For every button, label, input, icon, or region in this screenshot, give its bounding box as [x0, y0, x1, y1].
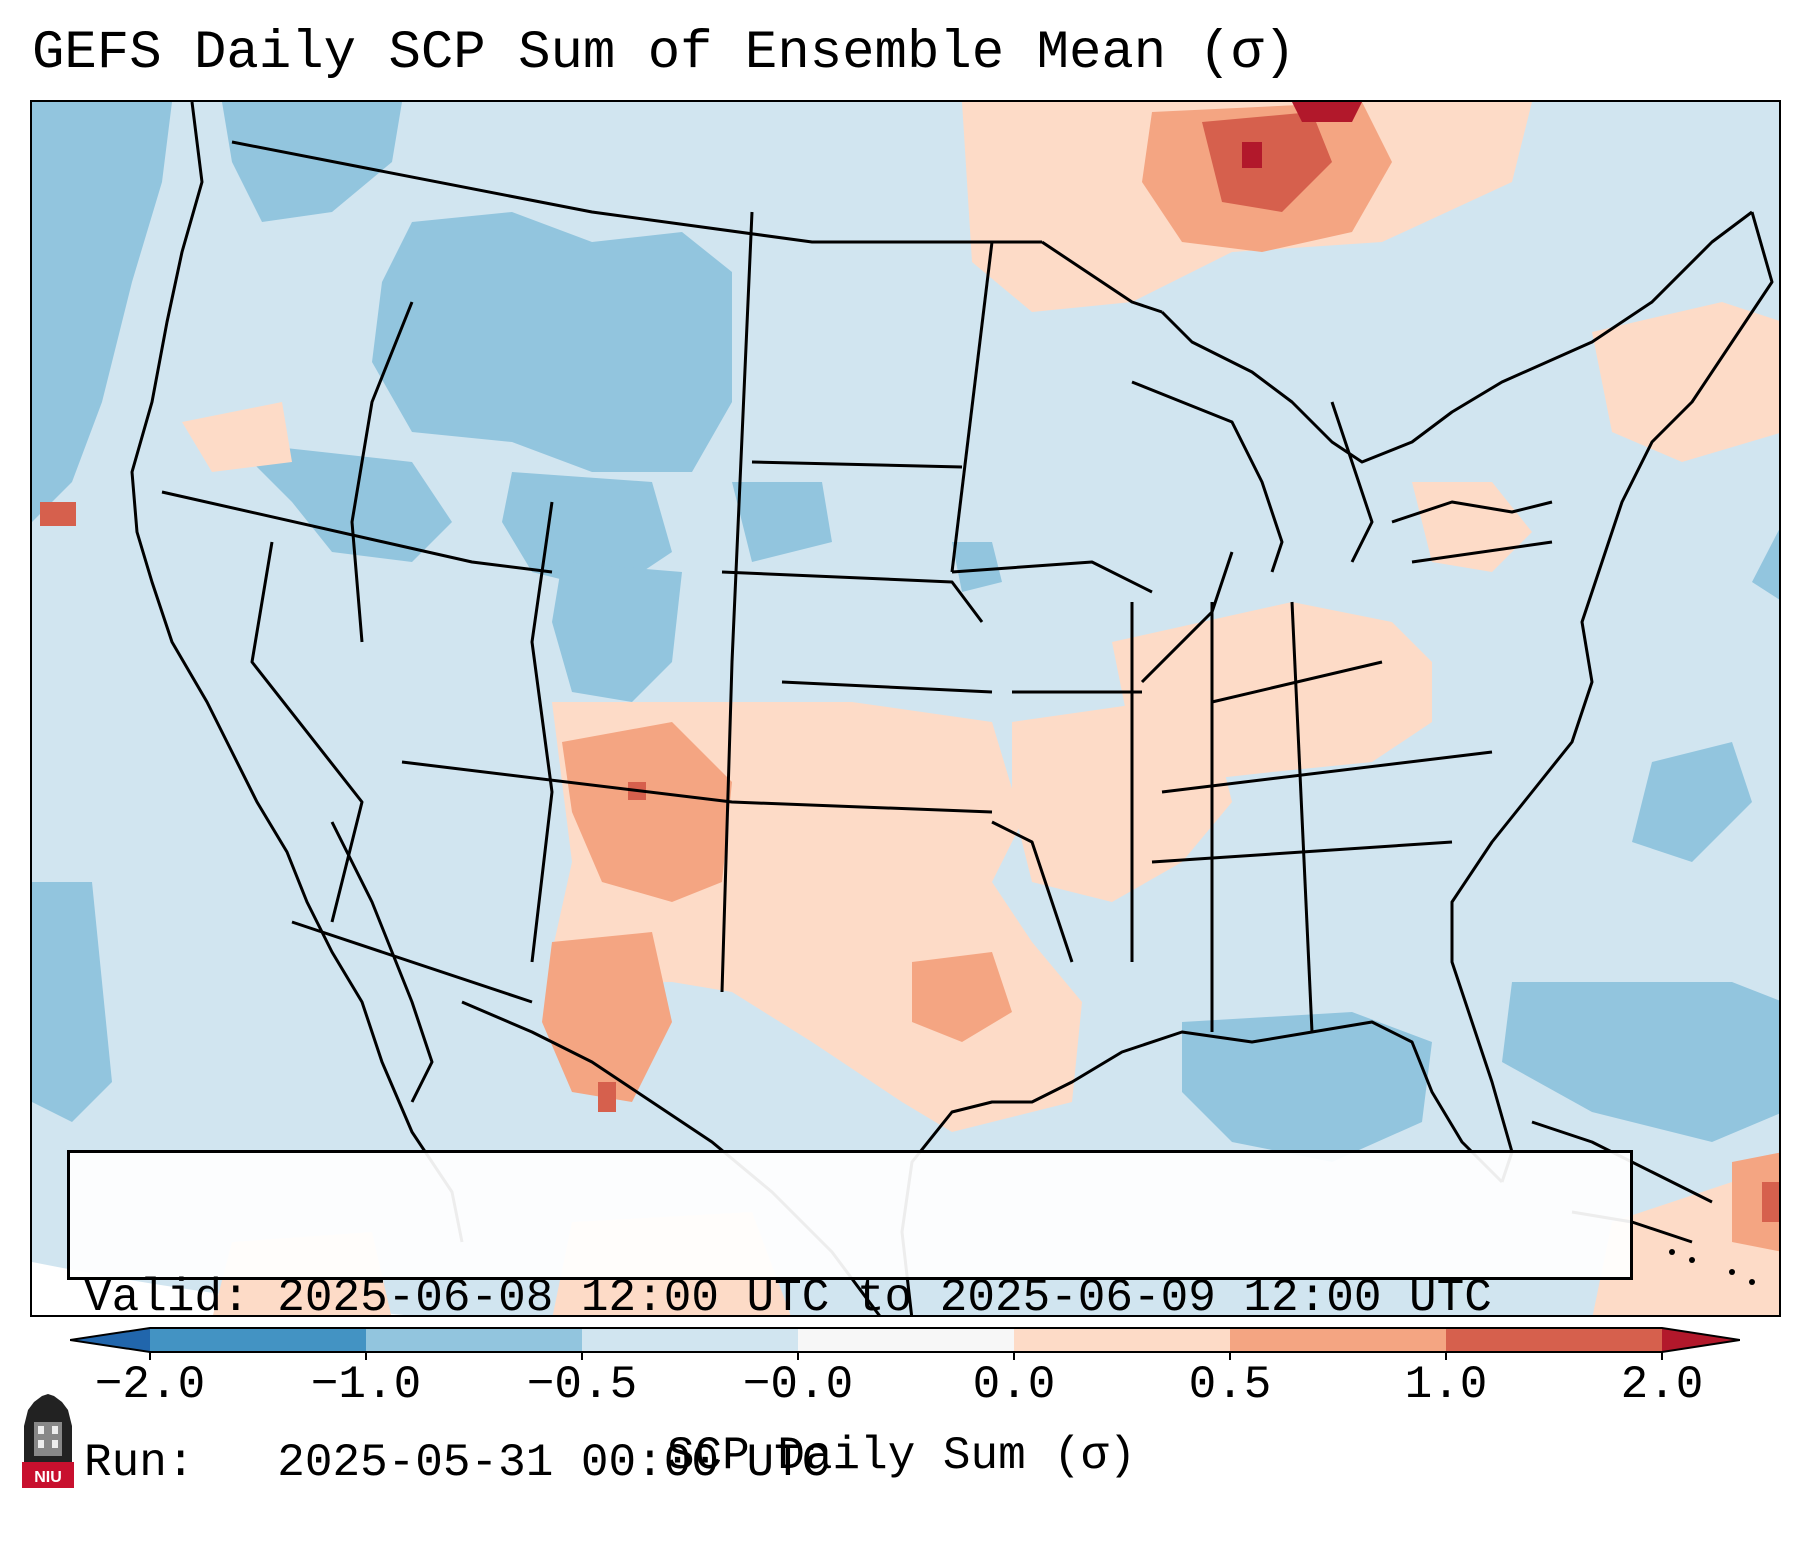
chart-title: GEFS Daily SCP Sum of Ensemble Mean (σ) — [32, 23, 1296, 84]
niu-logo-band — [22, 1462, 74, 1488]
colorbar-bin — [150, 1328, 366, 1352]
run-label: Run: — [84, 1437, 195, 1489]
niu-logo: NIU — [22, 1394, 74, 1488]
map-background — [32, 102, 1779, 1315]
anomaly-negative-regions — [32, 102, 1779, 1162]
valid-label: Valid: — [84, 1272, 250, 1324]
anomaly-extreme-regions — [1242, 102, 1362, 168]
islands — [1669, 1249, 1755, 1285]
colorbar-tick-label: −0.5 — [526, 1359, 638, 1411]
run-value: 2025-05-31 00:00 UTC — [277, 1437, 830, 1489]
valid-run-info-box: Valid: 2025-06-08 12:00 UTC to 2025-06-0… — [67, 1150, 1633, 1489]
colorbar-tick-label: −0.0 — [742, 1359, 854, 1411]
colorbar-tick-label: 0.0 — [972, 1359, 1056, 1411]
boundaries — [130, 102, 1774, 1315]
colorbar-bin — [1014, 1328, 1230, 1352]
colorbar-bin — [798, 1328, 1014, 1352]
map-panel — [30, 100, 1781, 1317]
colorbar-bin — [1446, 1328, 1662, 1352]
colorbar-ticks — [149, 1352, 1663, 1360]
colorbar-tick-label: 0.5 — [1188, 1359, 1272, 1411]
colorbar-tick-label: −1.0 — [310, 1359, 422, 1411]
map-svg — [32, 102, 1779, 1315]
colorbar-under-arrow — [70, 1328, 150, 1352]
colorbar-over-arrow — [1662, 1328, 1740, 1352]
colorbar-bin — [366, 1328, 582, 1352]
niu-logo-text: NIU — [34, 1469, 62, 1486]
valid-row: Valid: 2025-06-08 12:00 UTC to 2025-06-0… — [84, 1271, 1630, 1326]
projection-edge — [32, 1262, 405, 1315]
colorbar-bin — [1230, 1328, 1446, 1352]
valid-value: 2025-06-08 12:00 UTC to 2025-06-09 12:00… — [277, 1272, 1492, 1324]
colorbar-tick-label: −2.0 — [94, 1359, 206, 1411]
colorbar-bin — [582, 1328, 798, 1352]
colorbar — [70, 1327, 1740, 1360]
run-row: Run: 2025-05-31 00:00 UTC — [84, 1436, 1630, 1491]
colorbar-tick-label: 1.0 — [1404, 1359, 1488, 1411]
colorbar-tick-label: 2.0 — [1620, 1359, 1704, 1411]
anomaly-positive-regions — [542, 102, 1779, 1252]
colorbar-label: SCP Daily Sum (σ) — [666, 1430, 1137, 1482]
